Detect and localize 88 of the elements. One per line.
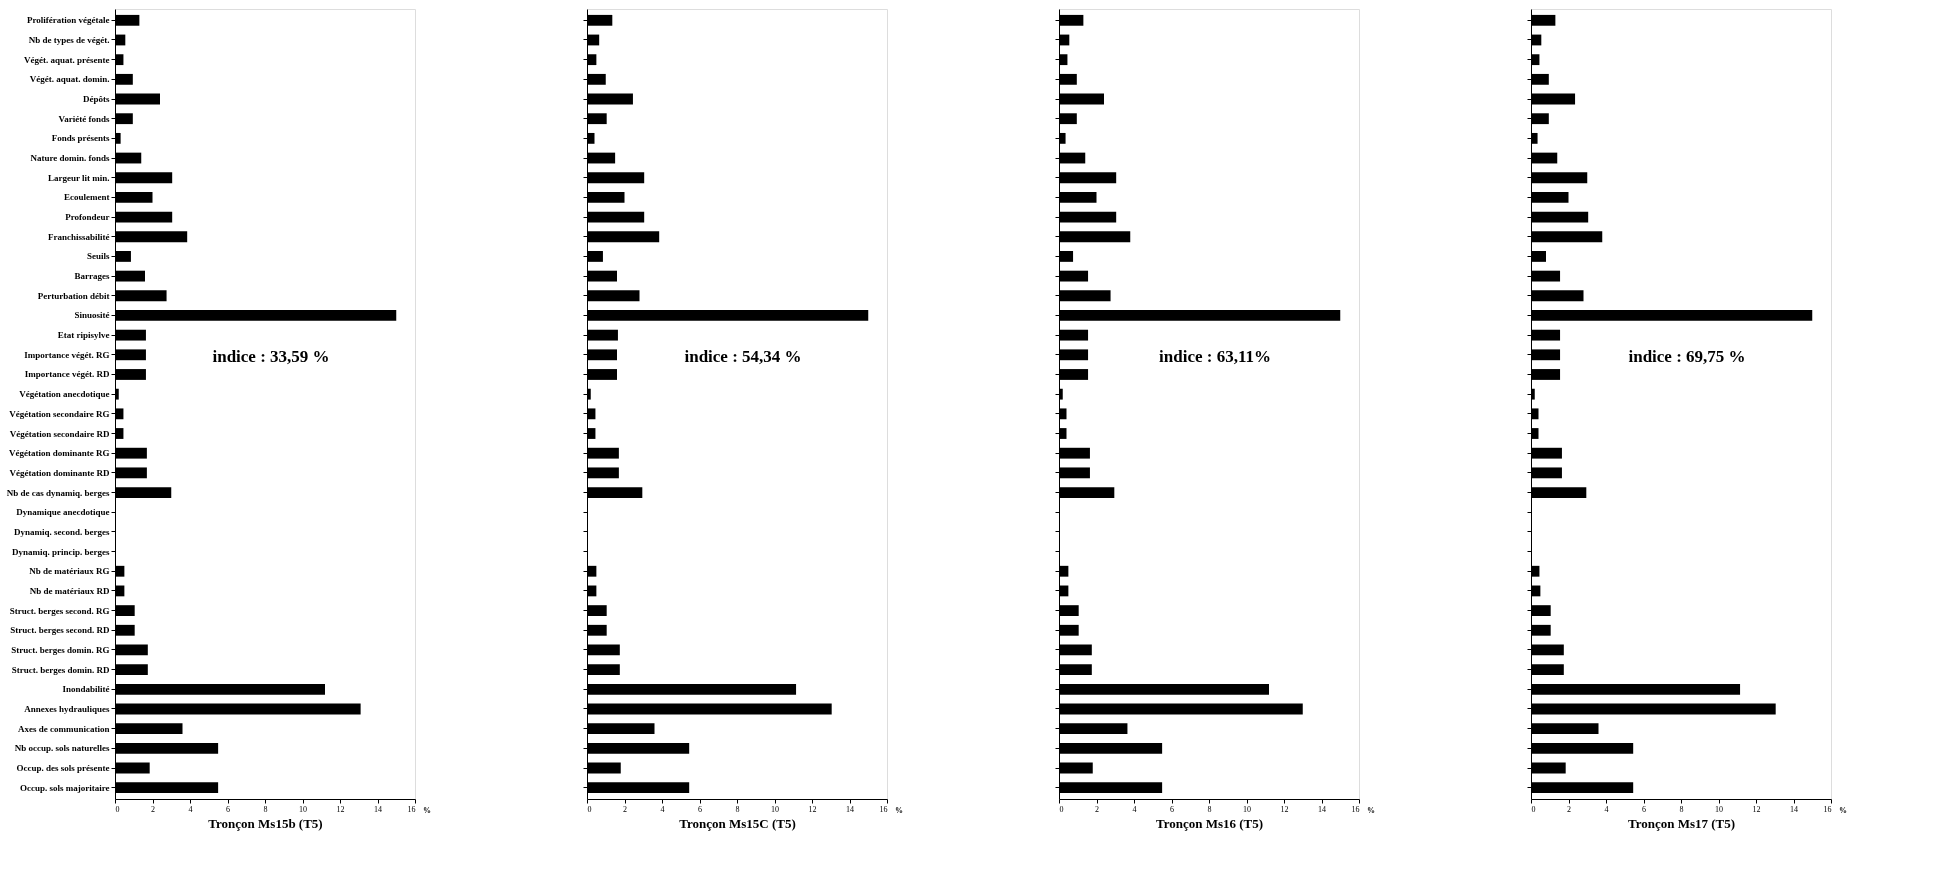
y-tick-label: Végétation anecdotique xyxy=(19,389,110,400)
y-tick-label: Nature domin. fonds xyxy=(30,153,110,164)
y-tick-label: Etat ripisylve xyxy=(57,330,110,341)
annotation: indice : 33,59 % xyxy=(212,346,330,366)
y-tick-label: Struct. berges second. RG xyxy=(9,605,110,616)
y-tick-label: Occup. sols majoritaire xyxy=(19,782,110,793)
x-tick-label: 8 xyxy=(1207,804,1212,814)
y-tick-label: Variété fonds xyxy=(58,113,110,124)
x-tick-label: 16 xyxy=(879,804,888,814)
x-tick-label: 14 xyxy=(374,804,382,814)
x-tick-label: 14 xyxy=(1318,804,1326,814)
x-tick-label: 14 xyxy=(846,804,854,814)
y-tick-label: Importance végét. RG xyxy=(24,349,110,360)
text: % xyxy=(1367,806,1375,815)
x-tick-label: 4 xyxy=(1132,804,1137,814)
y-tick-label: Largeur lit min. xyxy=(47,172,110,183)
y-tick-label: Dynamiq. second. berges xyxy=(13,526,110,537)
y-tick-label: Nb de cas dynamiq. berges xyxy=(6,487,110,498)
x-tick-label: 12 xyxy=(808,804,817,814)
y-tick-label: Perturbation débit xyxy=(37,290,110,301)
y-tick-label: Struct. berges domin. RD xyxy=(11,664,110,675)
x-tick-label: 10 xyxy=(1243,804,1251,814)
x-tick-label: 0 xyxy=(1531,804,1536,814)
x-tick-label: 10 xyxy=(1715,804,1723,814)
x-tick-label: 6 xyxy=(1170,804,1174,814)
x-tick-label: 6 xyxy=(1642,804,1646,814)
x-tick-label: 8 xyxy=(1679,804,1684,814)
y-tick-label: Occup. des sols présente xyxy=(16,763,110,774)
x-axis-title: Tronçon Ms15b (T5) xyxy=(208,815,323,831)
y-tick-label: Végét. aquat. présente xyxy=(24,54,110,65)
y-tick-label: Dynamiq. princip. berges xyxy=(11,546,110,557)
x-axis-title: Tronçon Ms17 (T5) xyxy=(1627,815,1736,831)
x-tick-label: 2 xyxy=(1095,804,1099,814)
x-tick-label: 2 xyxy=(151,804,155,814)
x-tick-label: 16 xyxy=(1823,804,1832,814)
y-tick-label: Dépôts xyxy=(83,94,110,105)
x-tick-label: 10 xyxy=(299,804,307,814)
x-axis-title: Tronçon Ms15C (T5) xyxy=(679,815,796,831)
y-tick-label: Axes de communication xyxy=(18,723,110,734)
x-tick-label: 6 xyxy=(698,804,702,814)
y-tick-label: Profondeur xyxy=(65,212,110,223)
y-tick-label: Sinuosité xyxy=(74,310,110,321)
y-tick-label: Prolifération végétale xyxy=(26,15,110,26)
y-tick-label: Seuils xyxy=(86,251,110,262)
y-tick-label: Importance végét. RD xyxy=(24,369,110,380)
text: % xyxy=(895,806,903,815)
x-tick-label: 2 xyxy=(1567,804,1571,814)
y-tick-label: Nb de matériaux RG xyxy=(29,566,110,577)
x-tick-label: 10 xyxy=(771,804,779,814)
annotation: indice : 54,34 % xyxy=(684,346,802,366)
y-tick-label: Barrages xyxy=(74,271,110,282)
annotation: indice : 63,11% xyxy=(1159,346,1271,366)
x-axis-title: Tronçon Ms16 (T5) xyxy=(1155,815,1264,831)
y-tick-label: Ecoulement xyxy=(64,192,110,203)
y-tick-label: Végétation dominante RD xyxy=(9,467,110,478)
x-tick-label: 0 xyxy=(587,804,592,814)
y-tick-label: Franchissabilité xyxy=(47,231,110,242)
y-tick-label: Végét. aquat. domin. xyxy=(29,74,110,85)
x-tick-label: 6 xyxy=(226,804,230,814)
x-tick-label: 16 xyxy=(1351,804,1360,814)
y-tick-label: Struct. berges domin. RG xyxy=(11,644,110,655)
x-tick-label: 12 xyxy=(1752,804,1761,814)
x-tick-label: 4 xyxy=(1604,804,1609,814)
y-tick-label: Struct. berges second. RD xyxy=(10,625,110,636)
y-tick-label: Fonds présents xyxy=(51,133,110,144)
y-tick-label: Dynamique anecdotique xyxy=(16,507,110,518)
y-tick-label: Nb de types de végét. xyxy=(28,34,110,45)
x-tick-label: 8 xyxy=(735,804,740,814)
x-tick-label: 16 xyxy=(407,804,416,814)
x-tick-label: 12 xyxy=(336,804,345,814)
y-tick-label: Végétation secondaire RG xyxy=(9,408,110,419)
x-tick-label: 4 xyxy=(188,804,193,814)
x-tick-label: 0 xyxy=(115,804,120,814)
x-tick-label: 8 xyxy=(263,804,268,814)
y-tick-label: Végétation secondaire RD xyxy=(9,428,110,439)
x-tick-label: 2 xyxy=(623,804,627,814)
y-tick-label: Nb de matériaux RD xyxy=(29,585,110,596)
text: % xyxy=(423,806,431,815)
y-tick-label: Inondabilité xyxy=(62,684,110,695)
x-tick-label: 0 xyxy=(1059,804,1064,814)
text: % xyxy=(1839,806,1847,815)
y-tick-label: Nb occup. sols naturelles xyxy=(14,743,110,754)
x-tick-label: 4 xyxy=(660,804,665,814)
annotation: indice : 69,75 % xyxy=(1628,346,1746,366)
y-tick-label: Végétation dominante RG xyxy=(9,448,110,459)
x-tick-label: 14 xyxy=(1790,804,1798,814)
x-tick-label: 12 xyxy=(1280,804,1289,814)
y-tick-label: Annexes hydrauliques xyxy=(24,703,110,714)
